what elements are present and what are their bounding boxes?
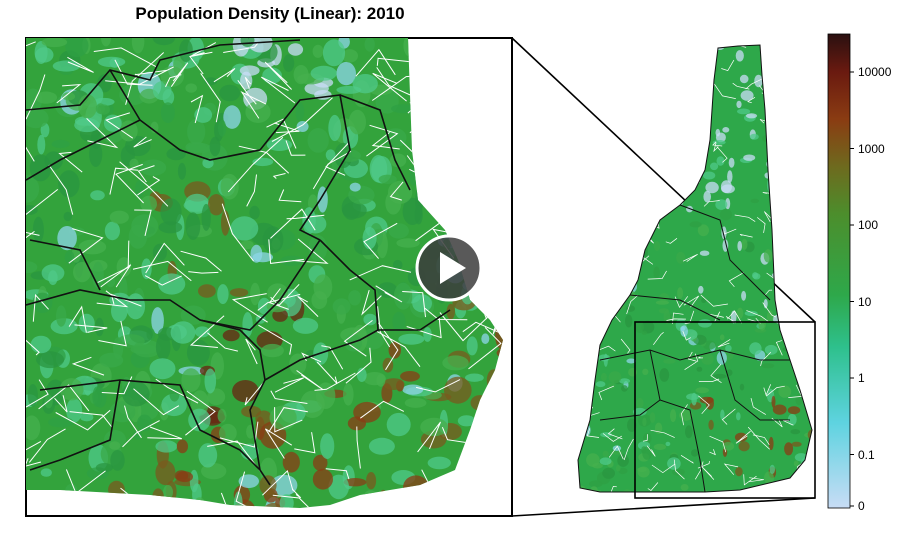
state-county-boundaries	[599, 204, 790, 492]
legend-tick-label: 10	[858, 294, 872, 309]
state-outline	[577, 44, 813, 493]
play-icon[interactable]	[440, 252, 466, 284]
legend-tick-label: 0	[858, 499, 865, 513]
legend-tick-label: 10000	[858, 65, 892, 79]
legend-tick-label: 1	[858, 371, 865, 385]
inset-density-patches	[26, 38, 503, 508]
legend-tick-label: 0.1	[858, 447, 875, 462]
state-overview-map	[577, 44, 816, 499]
legend-tick-label: 1000	[858, 141, 885, 156]
legend-tick-label: 100	[858, 218, 879, 232]
state-base-fill	[578, 45, 812, 492]
zoom-locator-box	[634, 321, 816, 499]
play-button[interactable]	[415, 234, 483, 302]
map-title: Population Density (Linear): 2010	[135, 4, 405, 23]
legend-colorbar	[827, 33, 851, 509]
inset-county-boundaries	[26, 39, 451, 486]
